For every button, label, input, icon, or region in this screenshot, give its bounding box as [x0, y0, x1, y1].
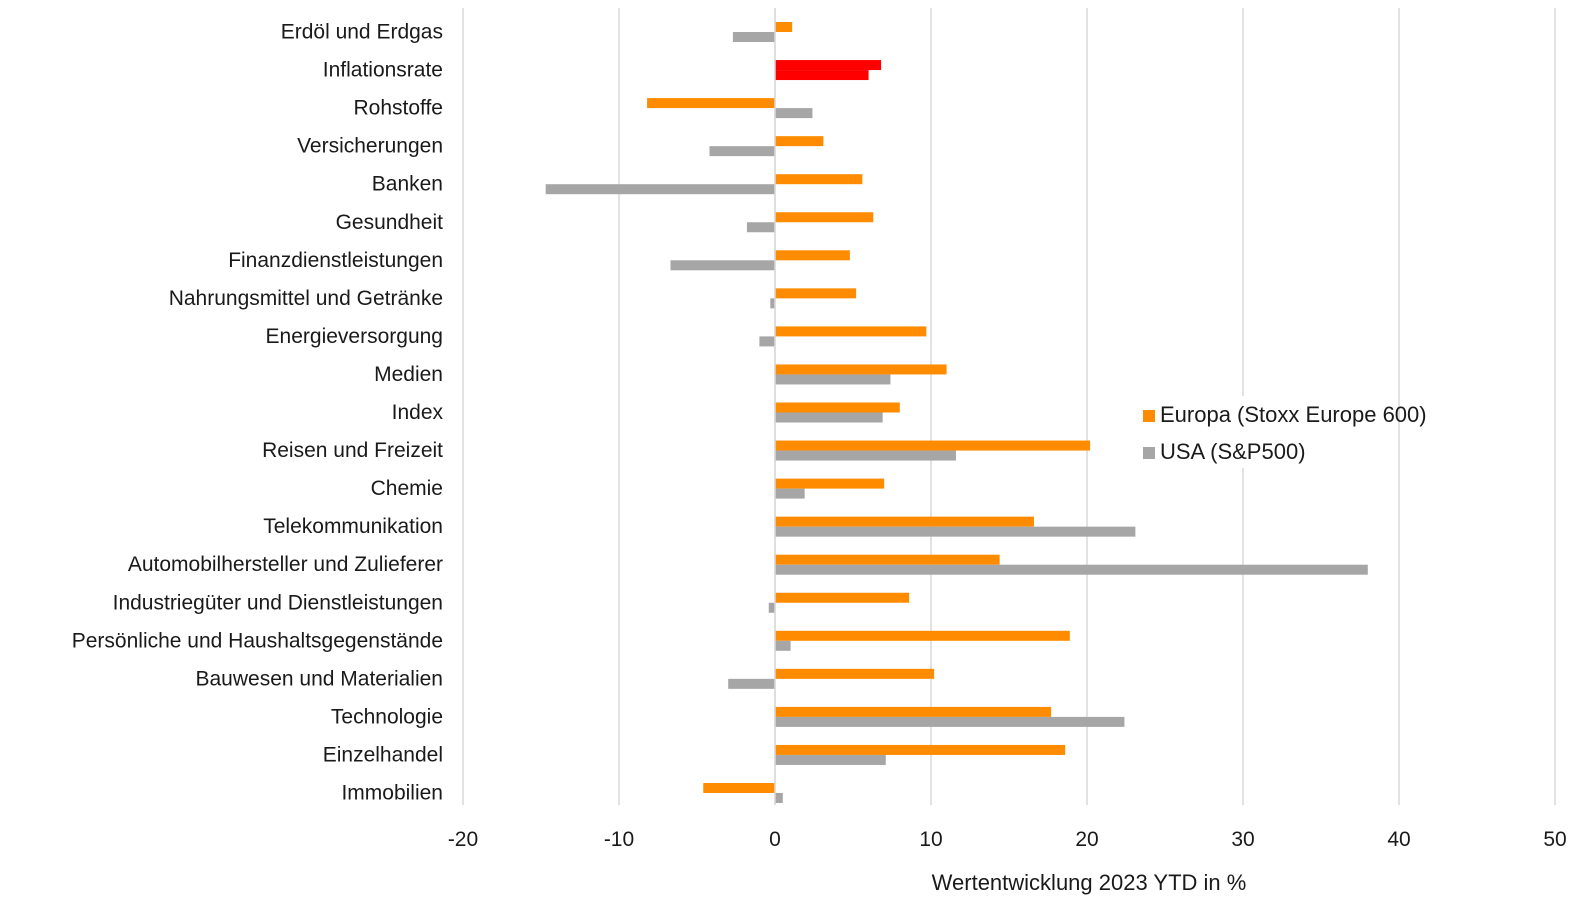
category-label: Industriegüter und Dienstleistungen	[113, 591, 443, 614]
bar-europa	[775, 440, 1091, 451]
bar-usa	[728, 678, 775, 689]
bar-europa	[775, 744, 1066, 755]
bars	[545, 8, 1368, 805]
bar-usa	[768, 602, 775, 613]
bar-europa	[775, 288, 857, 299]
category-label: Medien	[374, 363, 443, 386]
x-tick-label: 10	[919, 828, 942, 851]
bar-europa	[775, 668, 935, 679]
bar-europa	[775, 136, 824, 147]
bar-usa	[732, 32, 775, 42]
category-label: Gesundheit	[336, 211, 444, 234]
x-tick-label: 20	[1075, 828, 1098, 851]
x-tick-label: 30	[1231, 828, 1254, 851]
category-label: Technologie	[331, 705, 443, 728]
bar-europa	[775, 554, 1000, 565]
bar-europa	[775, 22, 793, 32]
bar-europa	[775, 364, 947, 375]
bar-europa	[775, 402, 900, 413]
category-label: Bauwesen und Materialien	[196, 667, 444, 690]
legend-swatch	[1143, 447, 1155, 459]
bar-usa	[775, 450, 956, 461]
legend-label: Europa (Stoxx Europe 600)	[1160, 402, 1427, 427]
bar-usa	[775, 716, 1125, 727]
category-label: Einzelhandel	[323, 743, 443, 766]
bar-usa	[775, 412, 883, 423]
bar-europa	[775, 250, 850, 261]
legend: Europa (Stoxx Europe 600) USA (S&P500)	[1132, 396, 1427, 468]
bar-usa	[759, 336, 775, 347]
bar-europa	[703, 783, 775, 793]
category-label: Index	[392, 401, 444, 424]
bar-europa	[775, 706, 1052, 717]
bar-usa	[746, 222, 775, 233]
bar-europa	[775, 212, 874, 223]
x-tick-label: 0	[769, 828, 781, 851]
category-label: Energieversorgung	[266, 325, 443, 348]
bar-usa	[775, 526, 1136, 537]
x-tick-label: 40	[1387, 828, 1410, 851]
category-label: Versicherungen	[297, 135, 443, 158]
legend-label: USA (S&P500)	[1160, 439, 1306, 464]
bar-usa	[775, 70, 869, 81]
legend-background	[1132, 396, 1396, 468]
bar-europa	[647, 98, 775, 109]
category-label: Rohstoffe	[353, 97, 443, 120]
bar-europa	[775, 478, 885, 489]
category-label: Reisen und Freizeit	[262, 439, 443, 462]
category-label: Erdöl und Erdgas	[281, 21, 443, 44]
x-tick-labels: -20 -10 0 10 20 30 40 50	[448, 828, 1567, 851]
category-label: Finanzdienstleistungen	[228, 249, 443, 272]
category-label: Immobilien	[341, 782, 443, 805]
x-tick-label: -10	[604, 828, 634, 851]
category-labels: Erdöl und Erdgas Inflationsrate Rohstoffe V…	[72, 21, 444, 805]
bar-usa	[775, 564, 1368, 575]
category-label: Telekommunikation	[263, 515, 443, 538]
bar-usa	[545, 184, 775, 195]
bar-europa	[775, 592, 910, 603]
bar-usa	[775, 374, 891, 385]
category-label: Banken	[372, 173, 443, 196]
x-tick-label: 50	[1543, 828, 1566, 851]
category-label: Chemie	[371, 477, 443, 500]
x-axis-title: Wertentwicklung 2023 YTD in %	[932, 870, 1247, 895]
bar-usa	[775, 640, 791, 651]
bar-usa	[775, 488, 805, 499]
bar-usa	[775, 108, 813, 119]
bar-usa	[775, 793, 783, 803]
bar-europa	[775, 174, 863, 185]
category-label: Nahrungsmittel und Getränke	[169, 287, 443, 310]
bar-usa	[670, 260, 775, 271]
bar-europa	[775, 630, 1070, 641]
category-label: Automobilhersteller und Zulieferer	[128, 553, 443, 576]
legend-swatch	[1143, 410, 1155, 422]
bar-europa	[775, 516, 1034, 527]
bar-usa	[770, 298, 775, 309]
category-label: Inflationsrate	[323, 59, 443, 82]
bar-europa	[775, 60, 882, 71]
bar-usa	[709, 146, 775, 157]
category-label: Persönliche und Haushaltsgegenstände	[72, 629, 443, 652]
bar-usa	[775, 754, 886, 765]
x-tick-label: -20	[448, 828, 478, 851]
bar-europa	[775, 326, 927, 337]
